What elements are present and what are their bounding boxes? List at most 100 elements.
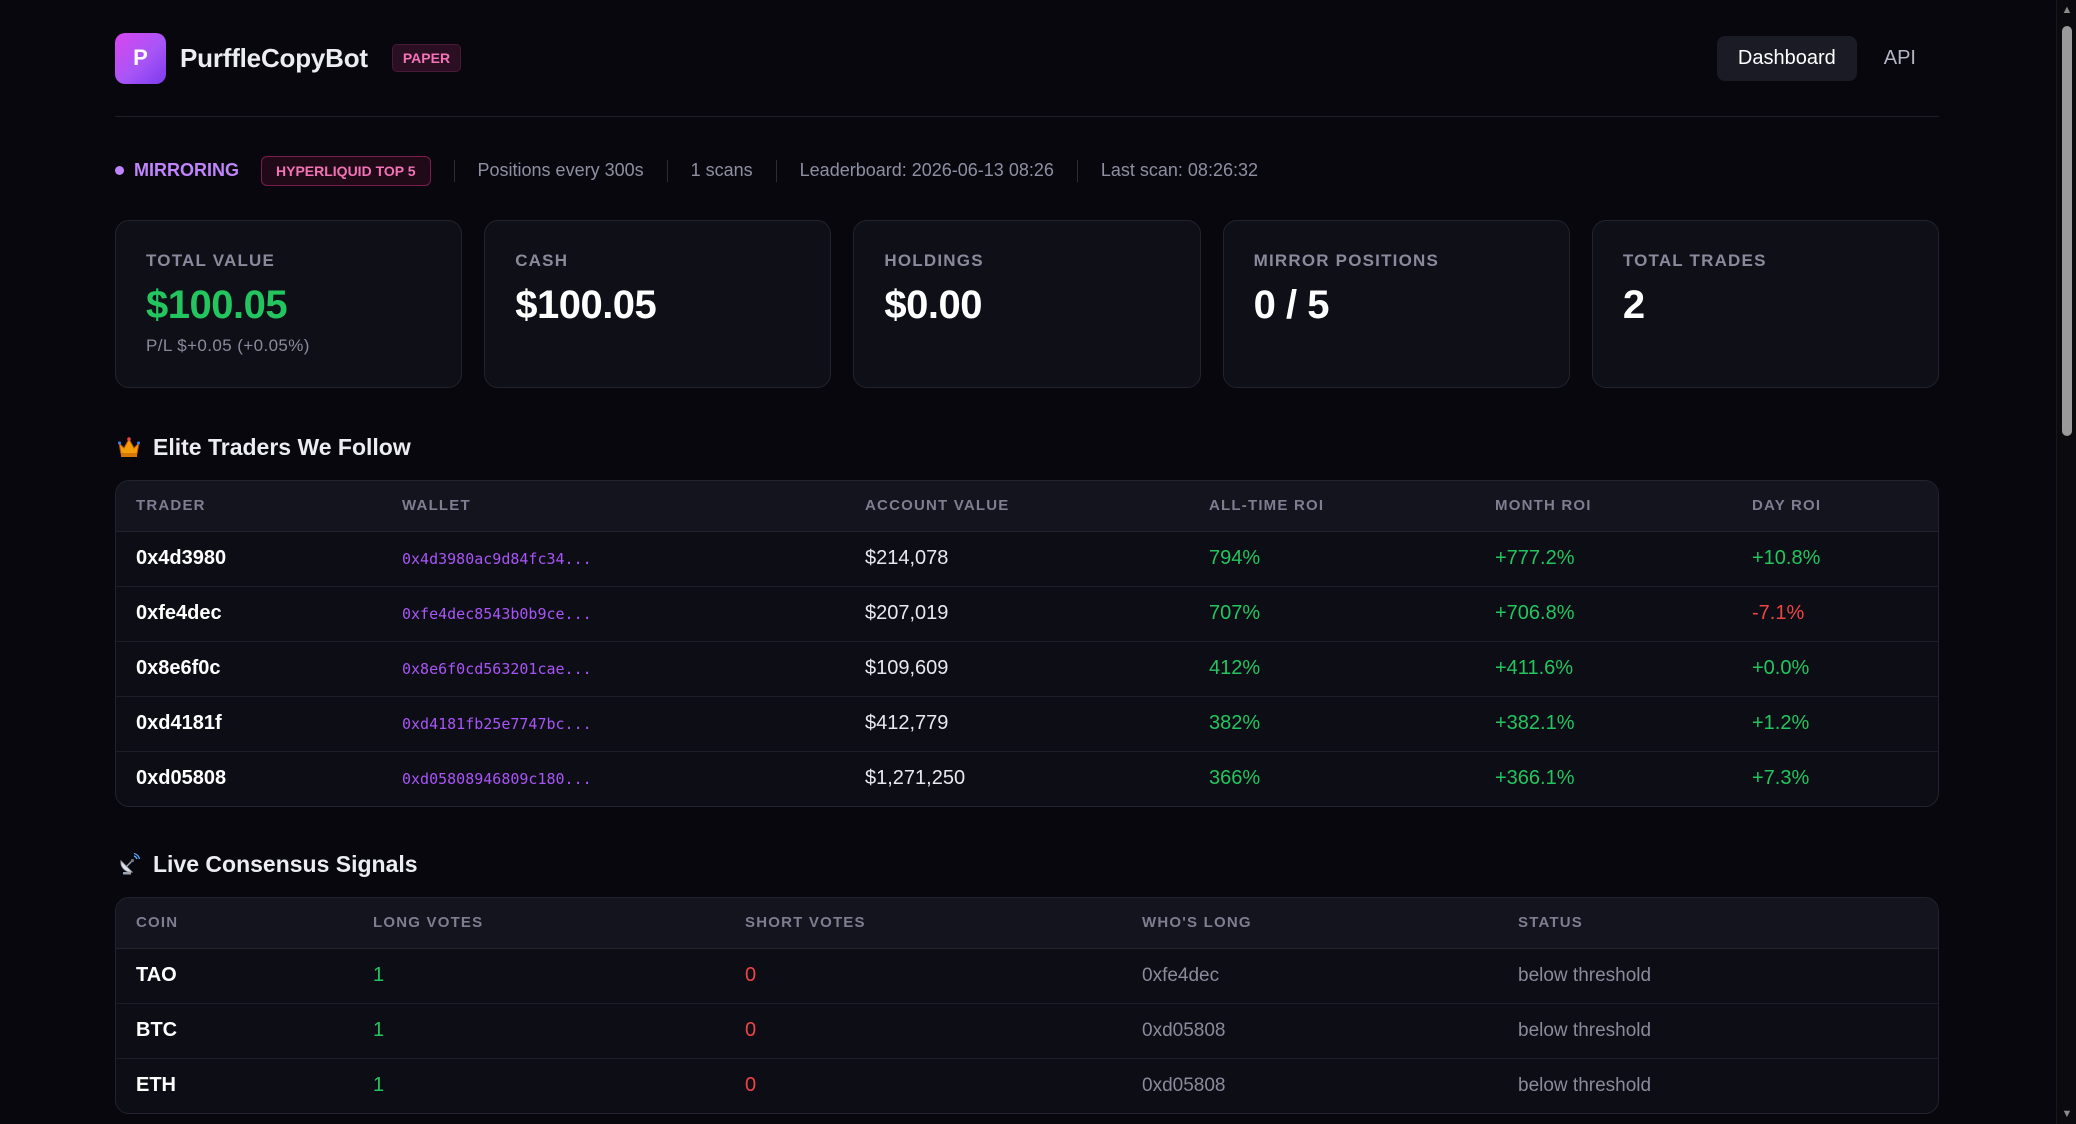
trader-name: 0xd4181f bbox=[116, 696, 382, 752]
scroll-up-icon[interactable]: ▲ bbox=[2061, 4, 2073, 16]
table-row[interactable]: 0xfe4dec 0xfe4dec8543b0b9ce... $207,019 … bbox=[116, 586, 1938, 642]
signal-status: below threshold bbox=[1518, 1074, 1652, 1096]
coin-symbol: BTC bbox=[116, 1003, 353, 1059]
short-votes: 0 bbox=[725, 1003, 1122, 1059]
card-value: $100.05 bbox=[515, 283, 657, 327]
col-wallet[interactable]: WALLET bbox=[382, 481, 845, 532]
card-value: $0.00 bbox=[884, 283, 983, 327]
month-roi: +706.8% bbox=[1475, 586, 1732, 642]
dashboard-page: P PurffleCopyBot PAPER Dashboard API MIR… bbox=[115, 0, 1940, 1114]
day-roi: -7.1% bbox=[1732, 586, 1938, 642]
account-value: $207,019 bbox=[845, 586, 1189, 642]
table-header-row: COIN LONG VOTES SHORT VOTES WHO'S LONG S… bbox=[116, 898, 1938, 949]
coin-symbol: TAO bbox=[116, 948, 353, 1004]
scan-count: 1 scans bbox=[690, 160, 753, 180]
wallet-link[interactable]: 0xfe4dec8543b0b9ce... bbox=[382, 586, 845, 642]
satellite-dish-icon bbox=[115, 850, 143, 878]
positions-interval: Positions every 300s bbox=[477, 160, 644, 180]
section-heading: Elite Traders We Follow bbox=[153, 433, 411, 460]
nav-api[interactable]: API bbox=[1883, 46, 1916, 69]
status-dot-icon bbox=[115, 166, 124, 175]
month-roi: +366.1% bbox=[1495, 767, 1575, 790]
table-row[interactable]: 0x4d3980 0x4d3980ac9d84fc34... $214,078 … bbox=[116, 531, 1938, 587]
card-holdings: HOLDINGS $0.00 bbox=[853, 220, 1201, 388]
col-long-votes[interactable]: LONG VOTES bbox=[353, 898, 725, 949]
col-status[interactable]: STATUS bbox=[1498, 898, 1938, 949]
all-time-roi: 412% bbox=[1189, 641, 1475, 697]
scroll-down-icon[interactable]: ▼ bbox=[2061, 1108, 2073, 1120]
signals-section-title: Live Consensus Signals bbox=[115, 849, 1939, 879]
col-day-roi[interactable]: DAY ROI bbox=[1732, 481, 1938, 532]
long-votes: 1 bbox=[373, 1074, 385, 1097]
whos-long: 0xd05808 bbox=[1122, 1003, 1498, 1059]
last-scan-time: Last scan: 08:26:32 bbox=[1100, 160, 1258, 180]
divider bbox=[1076, 159, 1078, 182]
top-header: P PurffleCopyBot PAPER Dashboard API bbox=[115, 0, 1939, 117]
day-roi: +7.3% bbox=[1752, 767, 1810, 790]
table-row[interactable]: ETH 1 0 0xd05808 below threshold bbox=[116, 1058, 1938, 1113]
col-whos-long[interactable]: WHO'S LONG bbox=[1122, 898, 1498, 949]
card-label: TOTAL TRADES bbox=[1622, 251, 1767, 270]
whos-long: 0xfe4dec bbox=[1122, 948, 1498, 1004]
month-roi: +382.1% bbox=[1475, 696, 1732, 752]
trader-name: 0x4d3980 bbox=[116, 531, 382, 587]
coin-symbol: ETH bbox=[136, 1074, 176, 1097]
month-roi: +777.2% bbox=[1475, 531, 1732, 587]
trader-name: 0xfe4dec bbox=[116, 586, 382, 642]
day-roi: +10.8% bbox=[1732, 531, 1938, 587]
table-row[interactable]: 0xd4181f 0xd4181fb25e7747bc... $412,779 … bbox=[116, 696, 1938, 752]
wallet-link[interactable]: 0xd4181fb25e7747bc... bbox=[382, 696, 845, 752]
day-roi: +0.0% bbox=[1732, 641, 1938, 697]
wallet-link[interactable]: 0x8e6f0cd563201cae... bbox=[382, 641, 845, 697]
account-value: $1,271,250 bbox=[865, 767, 966, 790]
whos-long: 0xd05808 bbox=[1142, 1074, 1226, 1096]
short-votes: 0 bbox=[725, 948, 1122, 1004]
card-label: TOTAL VALUE bbox=[146, 251, 276, 270]
col-trader[interactable]: TRADER bbox=[116, 481, 382, 532]
trader-name: 0xd05808 bbox=[136, 767, 227, 790]
col-account-value[interactable]: ACCOUNT VALUE bbox=[845, 481, 1189, 532]
card-label: MIRROR POSITIONS bbox=[1253, 251, 1440, 270]
wallet-link[interactable]: 0x4d3980ac9d84fc34... bbox=[382, 531, 845, 587]
long-votes: 1 bbox=[353, 1003, 725, 1059]
long-votes: 1 bbox=[353, 948, 725, 1004]
status-bar: MIRRORING HYPERLIQUID TOP 5 Positions ev… bbox=[115, 117, 1939, 220]
scrollbar-thumb[interactable] bbox=[2062, 26, 2072, 436]
signal-status: below threshold bbox=[1498, 1003, 1938, 1059]
month-roi: +411.6% bbox=[1475, 641, 1732, 697]
trader-name: 0x8e6f0c bbox=[116, 641, 382, 697]
all-time-roi: 794% bbox=[1189, 531, 1475, 587]
brand-name: PurffleCopyBot bbox=[180, 42, 368, 73]
card-mirror-positions: MIRROR POSITIONS 0 / 5 bbox=[1222, 220, 1570, 388]
col-all-time-roi[interactable]: ALL-TIME ROI bbox=[1189, 481, 1475, 532]
card-value: 0 / 5 bbox=[1253, 283, 1330, 327]
col-month-roi[interactable]: MONTH ROI bbox=[1475, 481, 1732, 532]
leaderboard-time: Leaderboard: 2026-06-13 08:26 bbox=[799, 160, 1054, 180]
col-short-votes[interactable]: SHORT VOTES bbox=[725, 898, 1122, 949]
wallet-link[interactable]: 0xd05808946809c180... bbox=[402, 769, 592, 788]
nav-dashboard[interactable]: Dashboard bbox=[1716, 35, 1857, 81]
account-value: $109,609 bbox=[845, 641, 1189, 697]
account-value: $412,779 bbox=[845, 696, 1189, 752]
section-heading: Live Consensus Signals bbox=[153, 850, 418, 877]
stat-cards: TOTAL VALUE $100.05 P/L $+0.05 (+0.05%) … bbox=[115, 220, 1940, 388]
col-coin[interactable]: COIN bbox=[116, 898, 353, 949]
crown-icon bbox=[115, 433, 143, 461]
table-row[interactable]: 0x8e6f0c 0x8e6f0cd563201cae... $109,609 … bbox=[116, 641, 1938, 697]
top-nav: Dashboard API bbox=[1716, 35, 1937, 81]
page-scrollbar[interactable]: ▲ ▼ bbox=[2056, 0, 2076, 1124]
source-badge: HYPERLIQUID TOP 5 bbox=[261, 155, 431, 186]
card-value: 2 bbox=[1622, 283, 1645, 327]
card-value: $100.05 bbox=[146, 283, 288, 327]
table-row[interactable]: BTC 1 0 0xd05808 below threshold bbox=[116, 1003, 1938, 1059]
table-row[interactable]: TAO 1 0 0xfe4dec below threshold bbox=[116, 948, 1938, 1004]
card-label: HOLDINGS bbox=[884, 251, 984, 270]
app-logo[interactable]: P bbox=[115, 32, 166, 84]
divider bbox=[775, 159, 777, 182]
mode-badge: PAPER bbox=[391, 44, 462, 72]
card-total-trades: TOTAL TRADES 2 bbox=[1591, 220, 1940, 388]
elite-traders-table: TRADER WALLET ACCOUNT VALUE ALL-TIME ROI… bbox=[115, 480, 1939, 807]
card-total-value: TOTAL VALUE $100.05 P/L $+0.05 (+0.05%) bbox=[115, 220, 463, 388]
account-value: $214,078 bbox=[845, 531, 1189, 587]
table-row[interactable]: 0xd05808 0xd05808946809c180... $1,271,25… bbox=[116, 751, 1938, 806]
